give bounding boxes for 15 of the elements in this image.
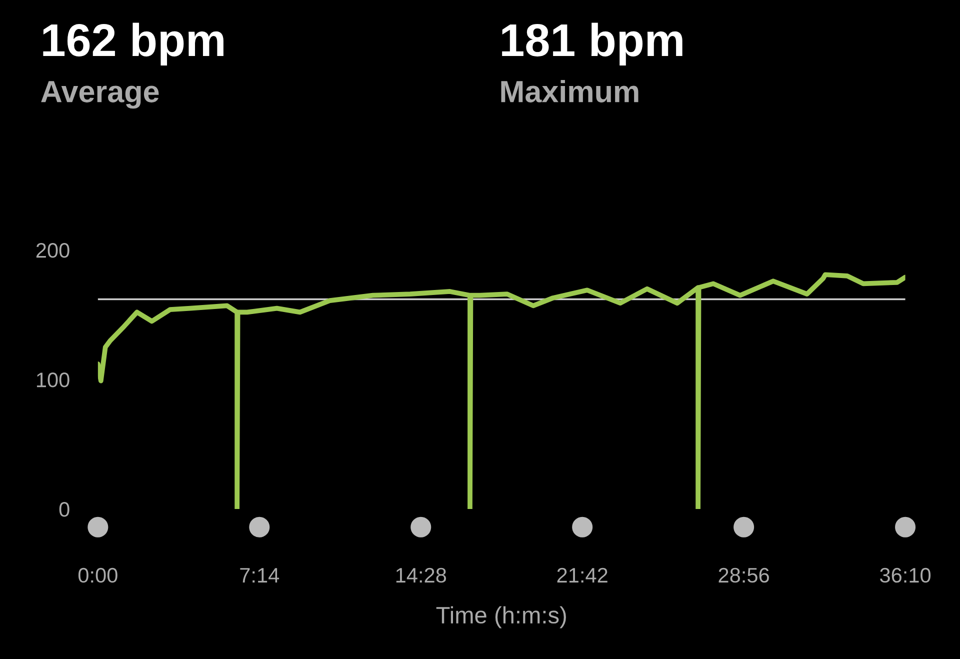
y-tick-label: 200 bbox=[36, 243, 70, 258]
x-tick-label: 28:56 bbox=[718, 568, 769, 583]
y-tick-label: 100 bbox=[36, 372, 70, 388]
y-tick-label: 0 bbox=[59, 502, 70, 517]
line-series bbox=[98, 272, 906, 510]
text: 181 bpm bbox=[502, 22, 682, 66]
text: Average bbox=[41, 81, 159, 109]
text: Maximum bbox=[501, 80, 638, 102]
x-tick-label: 14:28 bbox=[396, 568, 446, 583]
x-tick-label: 36:10 bbox=[880, 568, 931, 583]
x-tick-label: 7:14 bbox=[240, 568, 280, 582]
x-axis-title: Time (h:m:s) bbox=[436, 606, 566, 628]
x-tick-label: 21:42 bbox=[557, 568, 608, 582]
x-tick-label: 0:00 bbox=[78, 568, 118, 583]
text: 162 bpm bbox=[43, 22, 224, 66]
